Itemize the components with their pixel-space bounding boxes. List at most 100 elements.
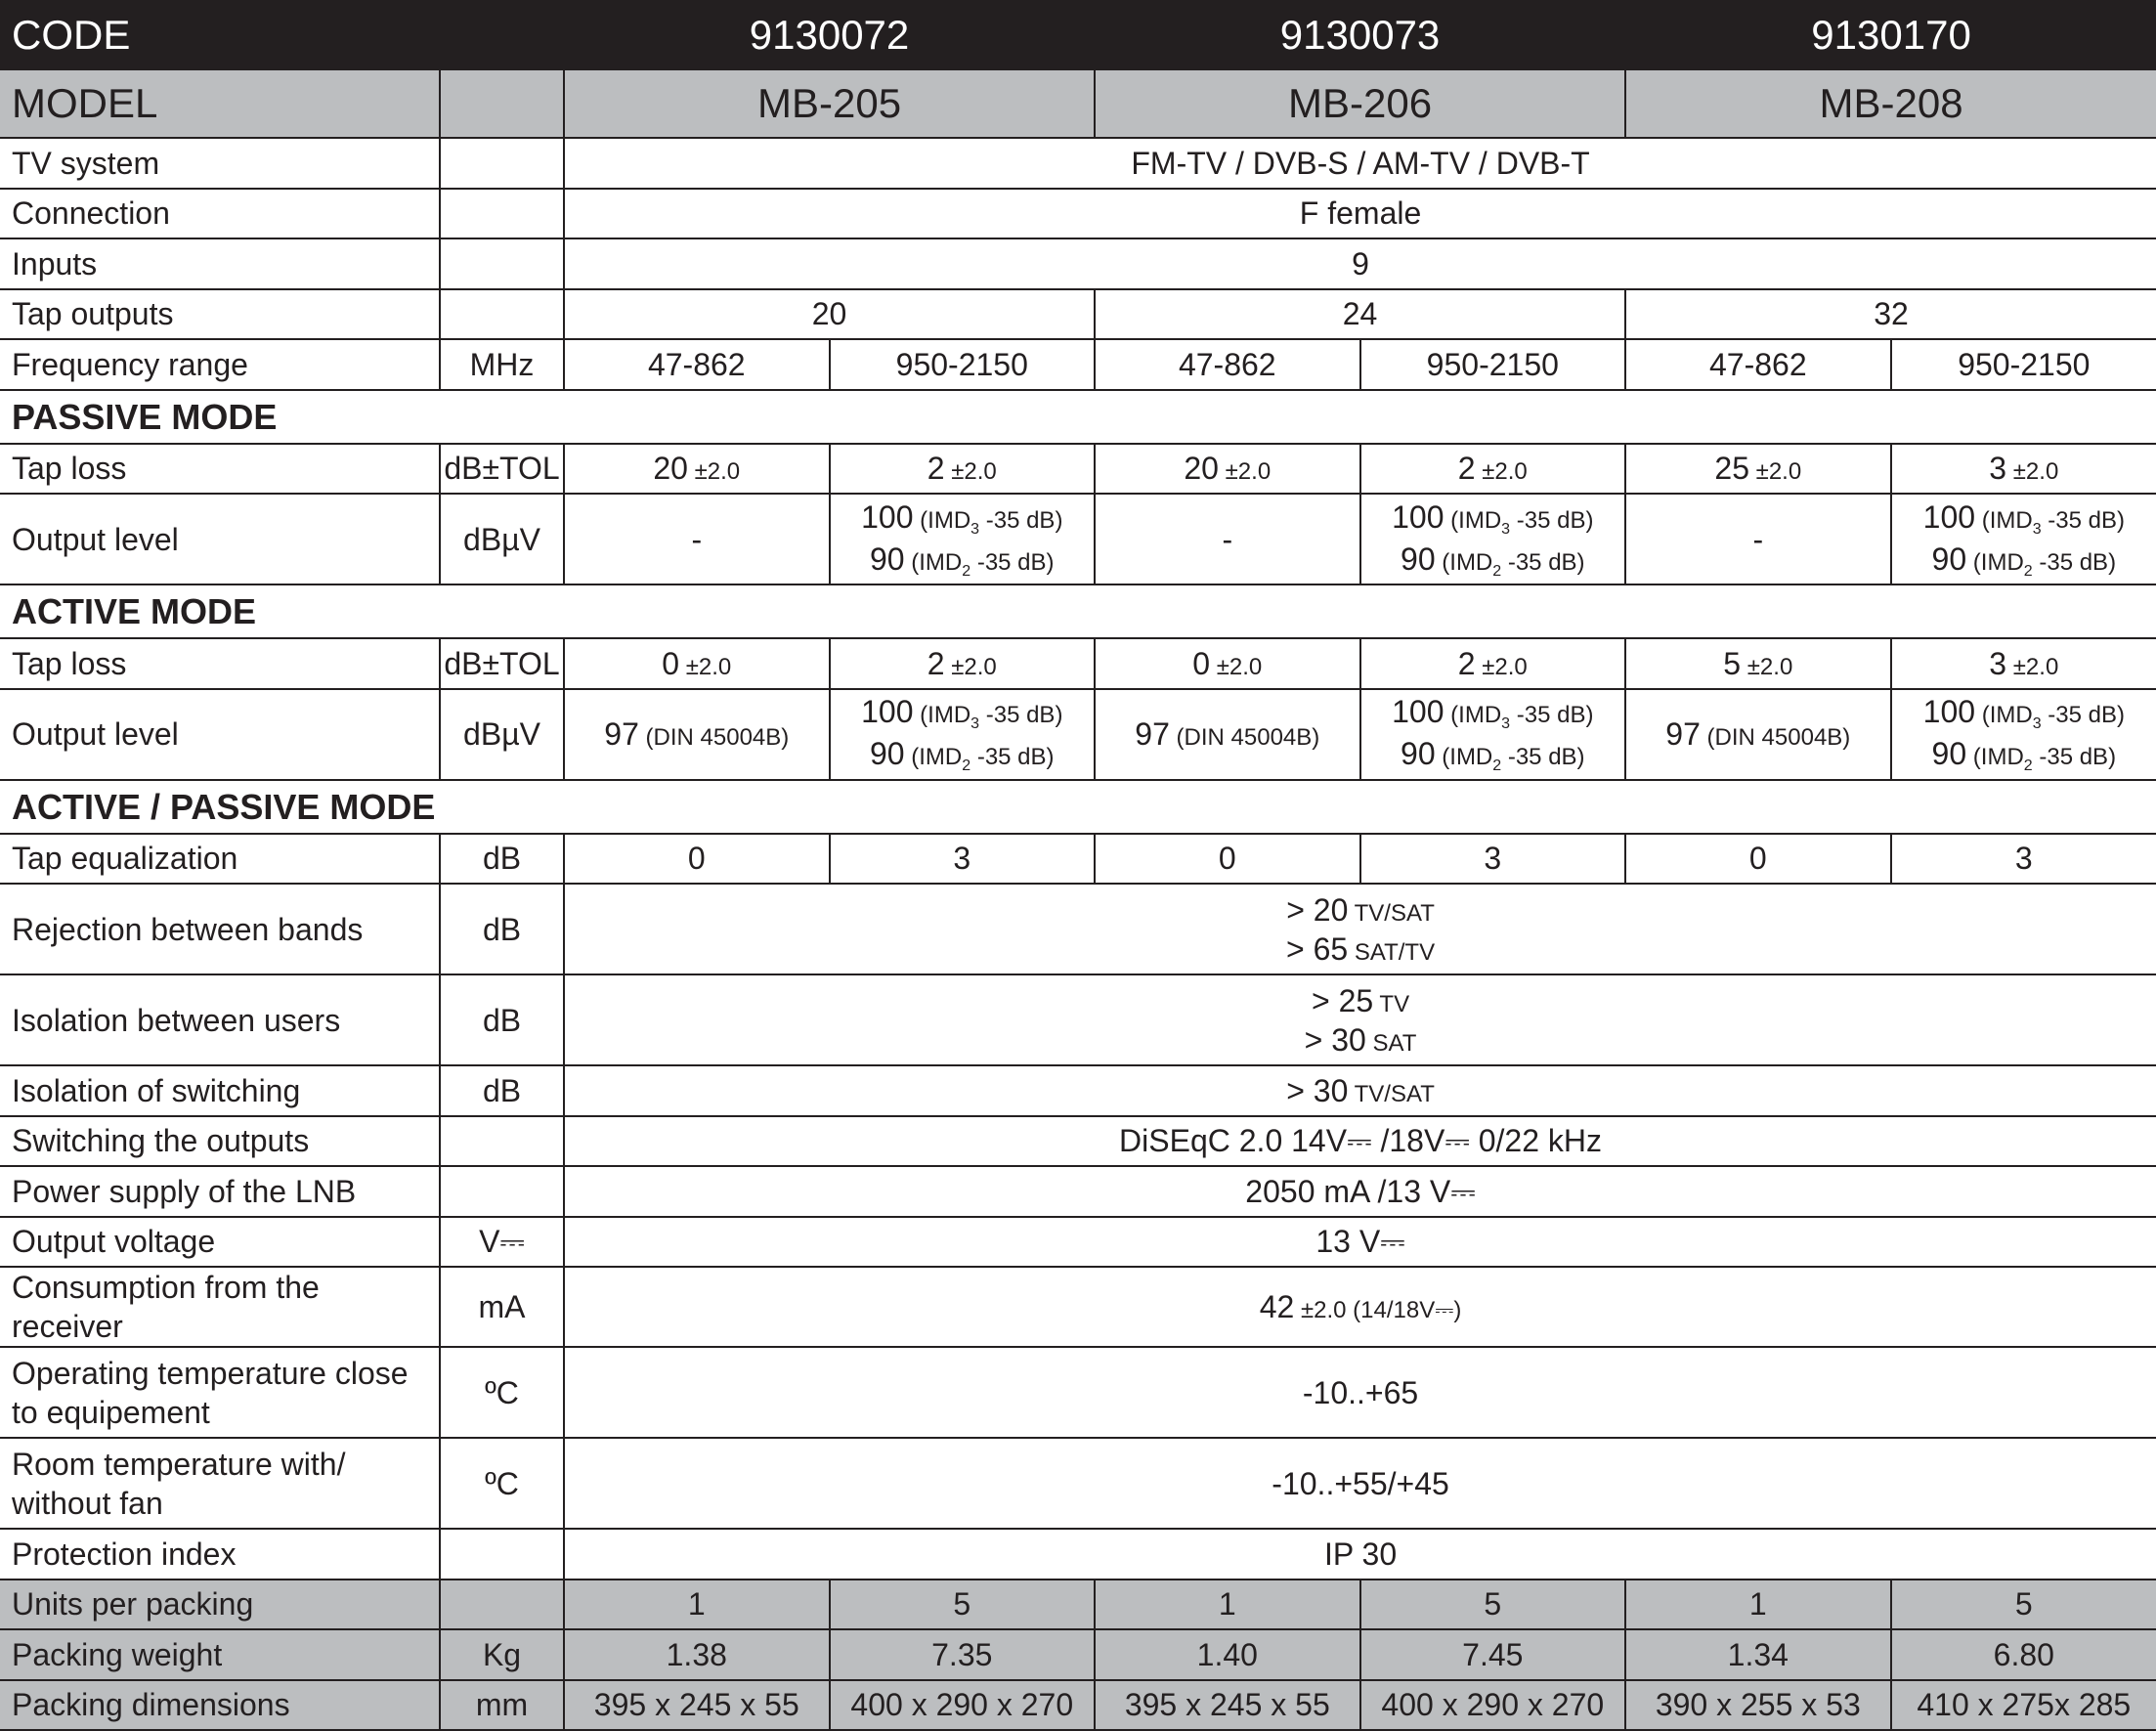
value-line: 90 (IMD2 -35 dB) — [1362, 734, 1624, 776]
row-label: Isolation of switching — [0, 1064, 441, 1117]
value-text: > 65 — [1286, 930, 1349, 967]
section-title: ACTIVE / PASSIVE MODE — [0, 778, 2156, 835]
section-title: ACTIVE MODE — [0, 584, 2156, 639]
value-line: > 65 SAT/TV — [566, 930, 2156, 969]
value-cell: 13 V⎓ — [563, 1215, 2156, 1268]
note-text: (IMD — [1975, 702, 2033, 728]
row-label: Tap loss — [0, 442, 441, 495]
row-label: Protection index — [0, 1528, 441, 1580]
subscript-text: 3 — [2032, 520, 2042, 538]
value-line: 0 ±2.0 — [566, 644, 828, 683]
value-cell: 1 — [1624, 1578, 1892, 1630]
spec-row: TV system FM-TV / DVB-S / AM-TV / DVB-T — [0, 137, 2156, 190]
value-line: 100 (IMD3 -35 dB) — [1893, 498, 2156, 540]
value-line: 2 ±2.0 — [1362, 449, 1624, 488]
row-label: Tap loss — [0, 637, 441, 690]
value-cell: 7.45 — [1358, 1628, 1627, 1681]
subscript-text: 3 — [970, 715, 980, 732]
value-text: 5 — [1723, 645, 1742, 681]
note-text: (IMD — [904, 548, 963, 576]
spec-row: Power supply of the LNB 2050 mA /13 V⎓ — [0, 1165, 2156, 1218]
note-text: ±2.0 — [2006, 458, 2059, 486]
value-cell: 100 (IMD3 -35 dB) 90 (IMD2 -35 dB) — [1358, 493, 1627, 585]
value-cell: 3 — [1889, 832, 2156, 885]
spec-row: Tap outputs 20 24 32 — [0, 287, 2156, 340]
value-line: 3 ±2.0 — [1893, 644, 2156, 683]
note-text: -35 dB) — [2032, 548, 2117, 576]
value-line: 42 ±2.0 (14/18V⎓) — [566, 1287, 2156, 1326]
note-text: (IMD — [913, 506, 971, 534]
note-text: (IMD — [1444, 506, 1502, 534]
note-text: (IMD — [1444, 702, 1502, 728]
value-text: 97 — [1665, 716, 1701, 752]
note-text: ±2.0 — [944, 458, 997, 486]
row-unit: mm — [438, 1678, 566, 1731]
value-cell: 400 x 290 x 270 — [828, 1678, 1097, 1731]
value-cell: 1.34 — [1624, 1628, 1892, 1681]
row-label: TV system — [0, 137, 441, 190]
row-unit: dB — [438, 883, 566, 975]
value-cell: 6.80 — [1889, 1628, 2156, 1681]
value-text: 90 — [1401, 541, 1436, 577]
value-cell: 97 (DIN 45004B) — [1624, 687, 1892, 781]
spec-row: Switching the outputs DiSEqC 2.0 14V⎓ /18… — [0, 1114, 2156, 1167]
spec-row: Protection index IP 30 — [0, 1528, 2156, 1580]
row-unit — [438, 1114, 566, 1167]
value-cell: 100 (IMD3 -35 dB) 90 (IMD2 -35 dB) — [828, 687, 1097, 781]
value-cell: 100 (IMD3 -35 dB) 90 (IMD2 -35 dB) — [1889, 687, 2156, 781]
value-line: 100 (IMD3 -35 dB) — [1362, 498, 1624, 540]
row-label: Inputs — [0, 238, 441, 290]
section-title: PASSIVE MODE — [0, 388, 2156, 445]
value-cell: 395 x 245 x 55 — [1094, 1678, 1361, 1731]
value-text: 100 — [1392, 694, 1445, 729]
value-cell: 47-862 — [1624, 338, 1892, 391]
note-text: ±2.0 — [1748, 458, 1802, 486]
note-text: SAT — [1365, 1029, 1417, 1057]
note-text: (IMD — [1966, 548, 2024, 576]
note-text: -35 dB) — [970, 744, 1055, 770]
value-text: 3 — [1989, 451, 2007, 487]
row-unit: Kg — [438, 1628, 566, 1681]
spec-row: CODE 9130072 9130073 9130170 — [0, 0, 2156, 70]
value-cell: 0 — [563, 832, 831, 885]
spec-row: Packing dimensions mm 395 x 245 x 55 400 x … — [0, 1678, 2156, 1731]
section-header-row: ACTIVE MODE — [0, 584, 2156, 639]
note-text: -35 dB) — [979, 702, 1063, 728]
subscript-text: 3 — [2032, 715, 2042, 732]
value-cell: 950-2150 — [1889, 338, 2156, 391]
value-text: 90 — [870, 541, 905, 577]
value-cell: 1 — [1094, 1578, 1361, 1630]
subscript-text: 2 — [962, 757, 971, 774]
row-unit: dB — [438, 832, 566, 885]
spec-row: Room temperature with/ without fan ºC -10.… — [0, 1437, 2156, 1530]
value-cell: > 25 TV > 30 SAT — [563, 974, 2156, 1066]
row-label: CODE — [0, 0, 566, 70]
value-cell: 100 (IMD3 -35 dB) 90 (IMD2 -35 dB) — [828, 493, 1097, 585]
spec-row: Consumption from the receiver mA 42 ±2.0 (… — [0, 1266, 2156, 1348]
value-cell: > 30 TV/SAT — [563, 1064, 2156, 1117]
spec-row: Packing weight Kg 1.38 7.35 1.40 7.45 1.34 6.80 — [0, 1628, 2156, 1681]
row-label: Rejection between bands — [0, 883, 441, 975]
subscript-text: 2 — [1492, 757, 1502, 774]
note-text: -35 dB) — [2032, 744, 2117, 770]
value-text: 20 — [653, 451, 688, 487]
spec-row: Rejection between bands dB > 20 TV/SAT > 65… — [0, 883, 2156, 975]
row-unit — [438, 1165, 566, 1218]
value-text: 0 — [662, 645, 680, 681]
row-label: Consumption from the receiver — [0, 1266, 441, 1348]
spec-row: Isolation of switching dB > 30 TV/SAT — [0, 1064, 2156, 1117]
row-unit: ºC — [438, 1437, 566, 1530]
value-cell: 1.38 — [563, 1628, 831, 1681]
value-cell: MB-208 — [1624, 69, 2156, 139]
value-cell: 47-862 — [563, 338, 831, 391]
row-label: Units per packing — [0, 1578, 441, 1630]
note-text: -35 dB) — [1510, 506, 1594, 534]
value-cell: 9130072 — [563, 0, 1097, 70]
value-line: 2 ±2.0 — [832, 449, 1094, 488]
subscript-text: 2 — [962, 562, 971, 580]
row-label: Output level — [0, 687, 441, 781]
row-label: Connection — [0, 187, 441, 239]
value-cell: 25 ±2.0 — [1624, 442, 1892, 495]
value-text: 20 — [1184, 451, 1219, 487]
